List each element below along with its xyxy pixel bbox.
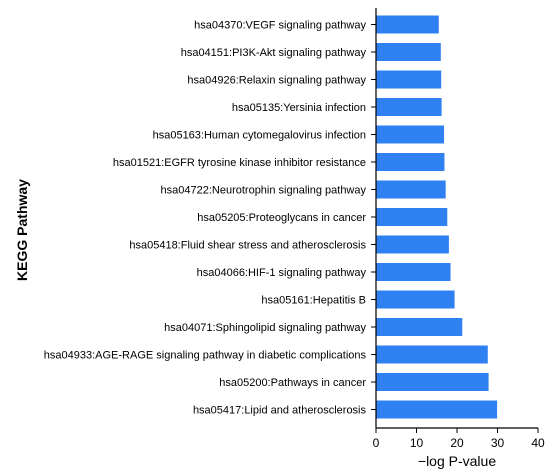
category-label: hsa04071:Sphingolipid signaling pathway xyxy=(164,322,366,334)
category-label: hsa05418:Fluid shear stress and atherosc… xyxy=(129,240,366,252)
bar xyxy=(376,98,442,116)
category-label: hsa05205:Proteoglycans in cancer xyxy=(197,212,366,224)
category-label: hsa04066:HIF-1 signaling pathway xyxy=(197,267,367,279)
category-label: hsa05200:Pathways in cancer xyxy=(219,377,366,389)
category-label: hsa05417:Lipid and atherosclerosis xyxy=(193,405,367,417)
x-tick-label: 30 xyxy=(491,436,505,450)
category-label: hsa05135:Yersinia infection xyxy=(232,102,366,114)
bar xyxy=(376,235,449,254)
bar xyxy=(376,373,489,391)
bar xyxy=(376,125,445,144)
x-axis-title: −log P-value xyxy=(418,453,496,469)
x-axis: 0 10 20 30 40 xyxy=(371,8,545,450)
bar xyxy=(376,290,455,309)
x-tick-label: 10 xyxy=(410,436,424,450)
category-label: hsa04370:VEGF signaling pathway xyxy=(194,20,366,32)
category-labels: hsa04370:VEGF signaling pathway hsa04151:… xyxy=(44,20,367,417)
bar xyxy=(376,263,451,281)
bar xyxy=(376,400,498,419)
category-label: hsa04722:Neurotrophin signaling pathway xyxy=(161,185,367,197)
y-axis-title: KEGG Pathway xyxy=(14,179,30,281)
bar xyxy=(376,318,463,336)
bar xyxy=(376,345,488,364)
category-label: hsa01521:EGFR tyrosine kinase inhibitor … xyxy=(113,157,366,169)
category-label: hsa04926:Relaxin signaling pathway xyxy=(187,75,366,87)
category-label: hsa05161:Hepatitis B xyxy=(261,295,366,307)
category-label: hsa04933:AGE-RAGE signaling pathway in d… xyxy=(44,350,367,362)
category-label: hsa05163:Human cytomegalovirus infection xyxy=(153,130,366,142)
x-tick-label: 20 xyxy=(450,436,464,450)
bar xyxy=(376,43,441,61)
bar xyxy=(376,15,439,34)
bar xyxy=(376,180,446,199)
bar xyxy=(376,70,442,89)
bar xyxy=(376,208,448,226)
x-tick-label: 0 xyxy=(373,436,380,450)
bar xyxy=(376,153,445,171)
category-label: hsa04151:PI3K-Akt signaling pathway xyxy=(181,47,367,59)
bars-layer xyxy=(376,15,498,419)
x-tick-label: 40 xyxy=(531,436,545,450)
